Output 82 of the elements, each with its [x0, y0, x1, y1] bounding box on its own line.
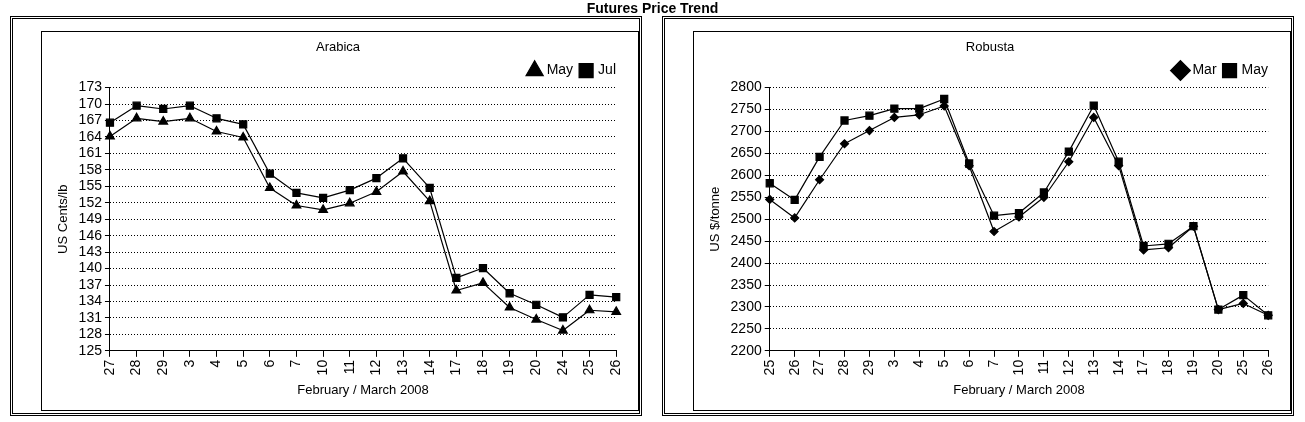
- x-tick-label: 14: [420, 359, 437, 376]
- y-tick-label: 128: [78, 325, 103, 342]
- x-tick-label: 27: [810, 359, 827, 376]
- y-tick-label: 2500: [730, 210, 762, 227]
- y-tick-label: 2600: [730, 166, 762, 183]
- y-tick-label: 2700: [730, 122, 762, 139]
- y-tick-label: 158: [78, 160, 103, 177]
- y-tick-label: 161: [78, 144, 103, 161]
- x-tick-label: 7: [984, 359, 1001, 368]
- y-tick-label: 155: [78, 177, 103, 194]
- x-tick-label: 20: [527, 359, 544, 376]
- x-tick-label: 11: [340, 359, 357, 375]
- y-tick-label: 2450: [730, 232, 762, 249]
- legend-label: May: [546, 61, 574, 78]
- y-tick-label: 140: [78, 259, 103, 276]
- x-axis-title: February / March 2008: [297, 381, 429, 397]
- y-axis-title: US Cents/lb: [55, 184, 71, 254]
- x-tick-label: 29: [154, 359, 171, 376]
- x-tick-label: 27: [100, 359, 117, 376]
- y-tick-label: 152: [78, 193, 103, 210]
- x-tick-label: 3: [885, 359, 902, 368]
- chart-title: Arabica: [315, 39, 361, 55]
- x-tick-label: 28: [127, 359, 144, 376]
- y-tick-label: 131: [78, 308, 103, 325]
- x-tick-label: 29: [860, 359, 877, 376]
- y-tick-label: 143: [78, 242, 103, 259]
- x-tick-label: 25: [1234, 359, 1251, 376]
- text: Futures Price Trend: [585, 0, 720, 16]
- y-tick-label: 2400: [730, 253, 762, 270]
- x-tick-label: 13: [1084, 359, 1101, 376]
- y-tick-label: 149: [78, 210, 103, 227]
- x-tick-label: 18: [1159, 359, 1176, 376]
- legend-label: May: [1241, 61, 1268, 78]
- y-tick-label: 2250: [730, 319, 762, 336]
- y-tick-label: 167: [78, 111, 103, 128]
- x-tick-label: 6: [260, 359, 277, 368]
- legend-label: Mar: [1192, 61, 1217, 78]
- y-tick-label: 2200: [730, 341, 762, 358]
- y-tick-label: 2300: [730, 297, 762, 314]
- chart-title: Robusta: [965, 39, 1015, 55]
- x-tick-label: 10: [313, 359, 330, 376]
- x-tick-label: 5: [234, 359, 251, 368]
- x-axis-title: February / March 2008: [953, 381, 1085, 397]
- x-tick-label: 18: [473, 359, 490, 376]
- x-tick-label: 12: [367, 359, 384, 376]
- x-tick-label: 5: [935, 359, 952, 368]
- y-tick-label: 2350: [730, 275, 762, 292]
- x-tick-label: 17: [1134, 359, 1151, 376]
- x-tick-label: 26: [1259, 359, 1276, 376]
- x-tick-label: 10: [1009, 359, 1026, 376]
- x-tick-label: 25: [580, 359, 597, 376]
- y-tick-label: 2800: [730, 78, 762, 95]
- x-tick-label: 7: [287, 359, 304, 368]
- x-tick-label: 19: [1184, 359, 1201, 376]
- y-tick-label: 125: [78, 341, 103, 358]
- x-tick-label: 28: [835, 359, 852, 376]
- y-tick-label: 137: [78, 275, 103, 292]
- x-tick-label: 3: [180, 359, 197, 368]
- y-tick-label: 2750: [730, 100, 762, 117]
- x-tick-label: 4: [910, 359, 927, 368]
- y-axis-title: US $/tonne: [707, 186, 723, 252]
- x-tick-label: 14: [1109, 359, 1126, 376]
- x-tick-label: 26: [607, 359, 624, 376]
- legend-label: Jul: [598, 61, 617, 78]
- x-tick-label: 19: [500, 359, 517, 376]
- x-tick-label: 25: [760, 359, 777, 376]
- x-tick-label: 26: [785, 359, 802, 376]
- y-tick-label: 2550: [730, 188, 762, 205]
- x-tick-label: 6: [959, 359, 976, 368]
- x-tick-label: 20: [1209, 359, 1226, 376]
- y-tick-label: 134: [78, 292, 103, 309]
- y-tick-label: 170: [78, 94, 103, 111]
- x-tick-label: 24: [553, 359, 570, 376]
- y-tick-label: 173: [78, 78, 103, 95]
- x-tick-label: 11: [1034, 359, 1051, 375]
- y-tick-label: 146: [78, 226, 103, 243]
- x-tick-label: 4: [207, 359, 224, 368]
- x-tick-label: 12: [1059, 359, 1076, 376]
- x-tick-label: 13: [393, 359, 410, 376]
- y-tick-label: 2650: [730, 144, 762, 161]
- x-tick-label: 17: [447, 359, 464, 376]
- y-tick-label: 164: [78, 127, 103, 144]
